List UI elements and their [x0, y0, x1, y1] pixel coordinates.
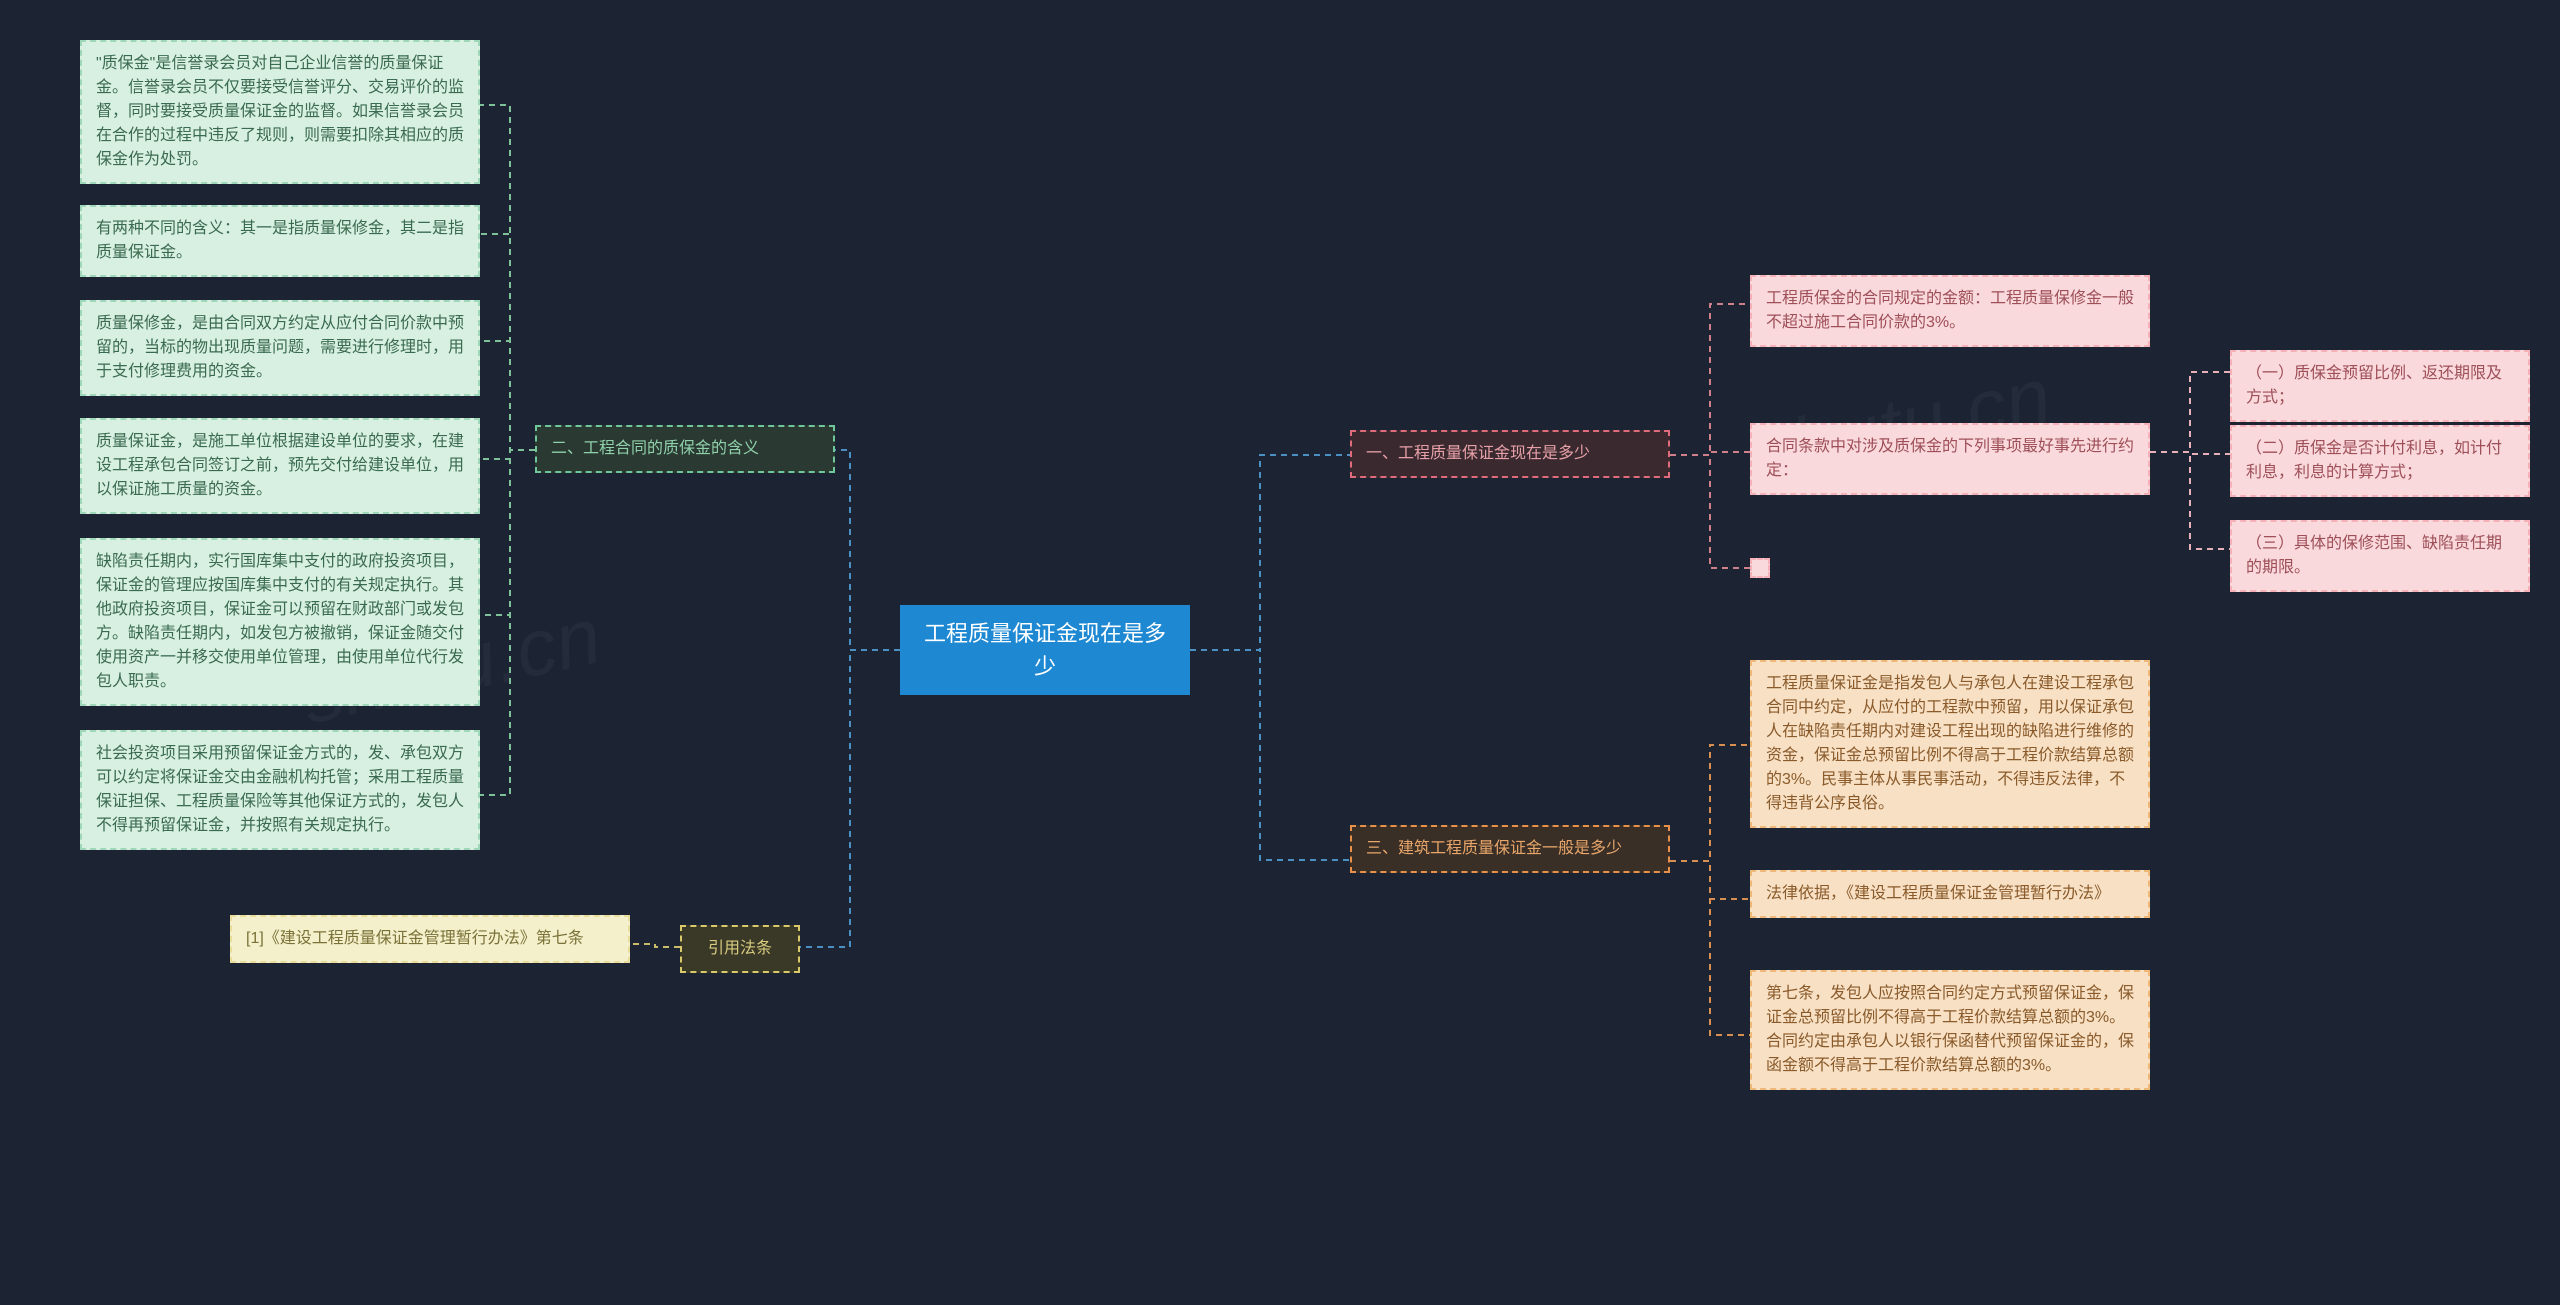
- leaf-node: 合同条款中对涉及质保金的下列事项最好事先进行约定：: [1750, 423, 2150, 495]
- leaf-node: （三）具体的保修范围、缺陷责任期的期限。: [2230, 520, 2530, 592]
- leaf-node-empty: [1750, 558, 1770, 578]
- leaf-node: （二）质保金是否计付利息，如计付利息，利息的计算方式；: [2230, 425, 2530, 497]
- leaf-node: 质量保修金，是由合同双方约定从应付合同价款中预留的，当标的物出现质量问题，需要进…: [80, 300, 480, 396]
- leaf-node: 第七条，发包人应按照合同约定方式预留保证金，保证金总预留比例不得高于工程价款结算…: [1750, 970, 2150, 1090]
- leaf-node: 工程质量保证金是指发包人与承包人在建设工程承包合同中约定，从应付的工程款中预留，…: [1750, 660, 2150, 828]
- branch-section-2: 二、工程合同的质保金的含义: [535, 425, 835, 473]
- root-node: 工程质量保证金现在是多少: [900, 605, 1190, 695]
- leaf-node: 质量保证金，是施工单位根据建设单位的要求，在建设工程承包合同签订之前，预先交付给…: [80, 418, 480, 514]
- branch-citation: 引用法条: [680, 925, 800, 973]
- leaf-node: （一）质保金预留比例、返还期限及方式；: [2230, 350, 2530, 422]
- leaf-node: 社会投资项目采用预留保证金方式的，发、承包双方可以约定将保证金交由金融机构托管；…: [80, 730, 480, 850]
- branch-section-1: 一、工程质量保证金现在是多少: [1350, 430, 1670, 478]
- leaf-node: 缺陷责任期内，实行国库集中支付的政府投资项目，保证金的管理应按国库集中支付的有关…: [80, 538, 480, 706]
- leaf-node: "质保金"是信誉录会员对自己企业信誉的质量保证金。信誉录会员不仅要接受信誉评分、…: [80, 40, 480, 184]
- leaf-node: 法律依据，《建设工程质量保证金管理暂行办法》: [1750, 870, 2150, 918]
- branch-section-3: 三、建筑工程质量保证金一般是多少: [1350, 825, 1670, 873]
- leaf-node: [1]《建设工程质量保证金管理暂行办法》第七条: [230, 915, 630, 963]
- leaf-node: 工程质保金的合同规定的金额：工程质量保修金一般不超过施工合同价款的3%。: [1750, 275, 2150, 347]
- leaf-node: 有两种不同的含义：其一是指质量保修金，其二是指质量保证金。: [80, 205, 480, 277]
